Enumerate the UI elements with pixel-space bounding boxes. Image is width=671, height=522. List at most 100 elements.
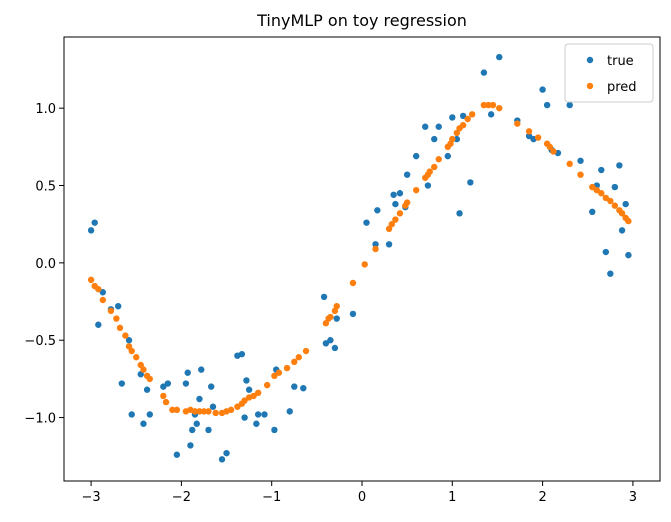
point-true: [253, 420, 260, 427]
point-true: [616, 162, 623, 169]
point-pred: [95, 285, 102, 293]
point-true: [182, 380, 190, 387]
point-pred: [449, 135, 456, 143]
point-true: [390, 191, 397, 198]
point-pred: [485, 101, 492, 109]
point-true: [327, 337, 334, 344]
legend: true pred: [564, 43, 654, 103]
y-tick-label: 1.0: [35, 102, 56, 117]
point-true: [300, 384, 307, 392]
point-pred: [333, 302, 340, 310]
x-tick-label: −1: [262, 490, 281, 505]
point-true: [207, 383, 215, 390]
y-tick-label: 0.5: [35, 180, 56, 195]
point-pred: [234, 403, 241, 410]
point-true: [589, 208, 596, 216]
point-pred: [125, 343, 133, 350]
point-true: [372, 241, 379, 248]
point-true: [444, 152, 451, 160]
point-true: [128, 411, 135, 418]
point-pred: [388, 220, 395, 228]
point-pred: [607, 197, 614, 205]
point-true: [424, 182, 432, 189]
point-true: [160, 383, 167, 390]
point-pred: [589, 183, 596, 191]
point-pred: [566, 160, 573, 168]
plot-frame: [63, 36, 661, 482]
point-pred: [361, 261, 368, 268]
point-true: [164, 380, 172, 387]
point-true: [453, 135, 461, 143]
point-pred: [403, 199, 411, 206]
point-true: [331, 344, 339, 352]
point-true: [333, 315, 340, 322]
point-pred: [283, 364, 291, 372]
point-pred: [241, 397, 248, 404]
point-pred: [550, 148, 557, 155]
point-true: [487, 111, 495, 118]
point-true: [187, 442, 194, 449]
point-true: [403, 171, 411, 178]
point-pred: [254, 389, 262, 397]
legend-marker-true: [586, 56, 594, 64]
point-true: [577, 157, 584, 164]
point-pred: [200, 408, 208, 415]
point-true: [598, 166, 605, 174]
point-true: [223, 449, 230, 457]
point-pred: [113, 315, 120, 322]
point-pred: [349, 279, 357, 287]
point-true: [385, 241, 393, 248]
point-true: [320, 293, 328, 301]
point-pred: [453, 129, 461, 137]
point-true: [87, 227, 95, 234]
point-true: [238, 350, 246, 358]
x-axis: −3 −2 −1 0 1 2 3: [82, 481, 637, 505]
point-pred: [464, 115, 471, 123]
point-true: [435, 123, 442, 130]
point-pred: [546, 143, 554, 151]
point-true: [95, 321, 102, 328]
point-pred: [322, 320, 330, 327]
point-true: [480, 69, 488, 76]
point-pred: [137, 361, 144, 369]
point-pred: [212, 409, 219, 417]
y-tick-label: 0.0: [35, 257, 56, 272]
point-true: [622, 200, 629, 208]
point-pred: [396, 210, 404, 217]
point-true: [566, 101, 573, 109]
point-true: [243, 377, 250, 384]
x-tick-label: 1: [448, 490, 456, 505]
point-true: [140, 420, 147, 427]
point-true: [146, 411, 153, 418]
point-pred: [392, 216, 399, 223]
point-pred: [468, 111, 476, 118]
point-true: [91, 219, 98, 226]
point-pred: [426, 168, 433, 175]
point-pred: [99, 296, 107, 304]
point-true: [374, 207, 381, 214]
plot-points: [87, 53, 632, 463]
point-true: [396, 190, 404, 197]
point-pred: [435, 156, 442, 163]
point-true: [271, 426, 278, 434]
point-true: [625, 251, 632, 259]
point-true: [218, 456, 226, 463]
point-pred: [250, 392, 257, 400]
point-pred: [162, 398, 170, 406]
point-true: [261, 411, 268, 418]
point-true: [322, 340, 330, 347]
point-true: [392, 200, 399, 208]
point-true: [189, 426, 196, 434]
point-true: [449, 114, 456, 121]
point-true: [173, 451, 181, 458]
point-pred: [140, 366, 147, 373]
point-true: [539, 86, 546, 93]
point-true: [349, 310, 357, 318]
point-true: [196, 395, 203, 403]
x-tick-label: 3: [629, 490, 637, 505]
point-pred: [205, 408, 212, 415]
point-true: [291, 383, 298, 390]
point-true: [467, 179, 474, 186]
point-pred: [385, 225, 393, 233]
